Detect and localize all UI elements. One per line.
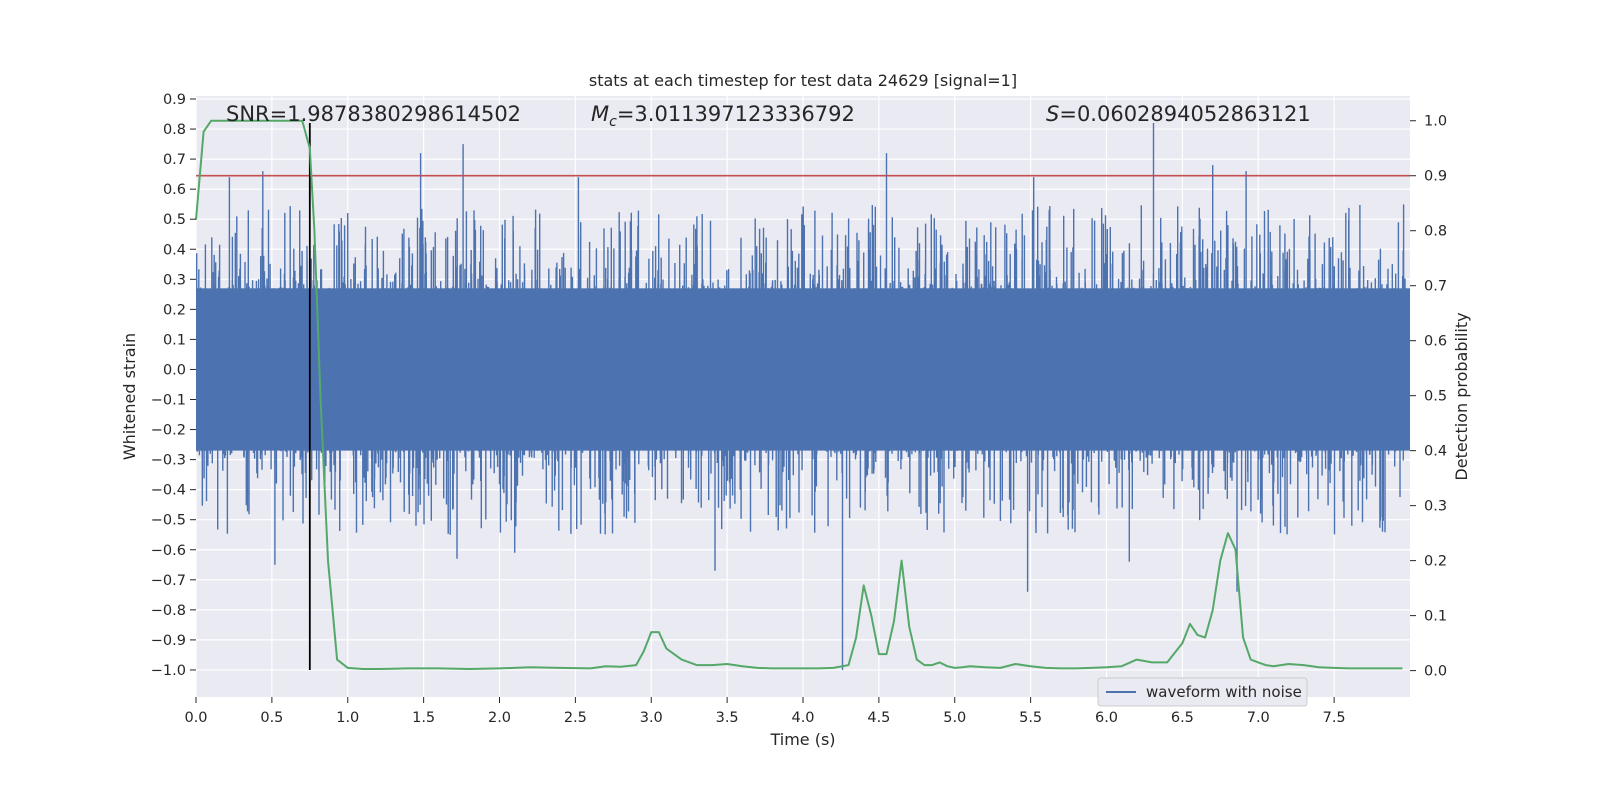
y-left-tick-label-17: −0.8 — [151, 603, 186, 619]
x-axis-label: Time (s) — [769, 730, 835, 749]
y-left-tick-label-9: 0.0 — [163, 362, 186, 378]
waveform-spikes — [196, 123, 1406, 670]
y-right-tick-label-1: 0.9 — [1424, 169, 1447, 185]
y-axis-label-right: Detection probability — [1452, 312, 1471, 480]
y-left-tick-label-1: 0.8 — [163, 122, 186, 138]
x-tick-label-10: 5.0 — [943, 710, 966, 726]
x-tick-label-13: 6.5 — [1171, 710, 1194, 726]
y-left-tick-label-12: −0.3 — [151, 453, 186, 469]
y-right-tick-label-7: 0.3 — [1424, 499, 1447, 515]
y-right-tick-label-6: 0.4 — [1424, 444, 1447, 460]
y-left-tick-label-6: 0.3 — [163, 272, 186, 288]
x-tick-label-5: 2.5 — [564, 710, 587, 726]
y-right-tick-label-10: 0.0 — [1424, 664, 1447, 680]
x-tick-label-0: 0.0 — [184, 710, 207, 726]
y-left-tick-label-5: 0.4 — [163, 242, 186, 258]
y-left-tick-label-11: −0.2 — [151, 423, 186, 439]
chart-title: stats at each timestep for test data 246… — [589, 71, 1017, 90]
y-right-tick-label-3: 0.7 — [1424, 279, 1447, 295]
y-left-tick-label-7: 0.2 — [163, 302, 186, 318]
y-right-tick-label-0: 1.0 — [1424, 114, 1447, 130]
s-symbol: S — [1046, 102, 1059, 126]
x-tick-label-2: 1.0 — [336, 710, 359, 726]
chirp-mass-symbol: M — [591, 102, 609, 126]
s-value: =0.0602894052863121 — [1059, 102, 1310, 126]
axes: 0.0 0.5 1.0 1.5 2.0 2.5 3.0 3.5 4.0 4.5 5.0 5.5 6.0 6… — [151, 92, 1447, 726]
y-left-tick-label-15: −0.6 — [151, 543, 186, 559]
y-left-tick-label-13: −0.4 — [151, 483, 186, 499]
x-tick-label-7: 3.5 — [716, 710, 739, 726]
y-right-tick-label-9: 0.1 — [1424, 609, 1447, 625]
x-tick-label-4: 2.0 — [488, 710, 511, 726]
x-tick-label-14: 7.0 — [1247, 710, 1270, 726]
x-tick-label-1: 0.5 — [260, 710, 283, 726]
y-left-tick-label-2: 0.7 — [163, 152, 186, 168]
s-annotation: S=0.0602894052863121 — [1046, 102, 1311, 126]
y-axis-label-left: Whitened strain — [120, 333, 139, 460]
y-right-tick-label-2: 0.8 — [1424, 224, 1447, 240]
x-tick-label-12: 6.0 — [1095, 710, 1118, 726]
chirp-mass-annotation: Mc=3.011397123336792 — [591, 102, 855, 130]
probability-line — [195, 119, 1403, 670]
x-tick-label-9: 4.5 — [867, 710, 890, 726]
y-right-tick-label-5: 0.5 — [1424, 389, 1447, 405]
legend-box — [1097, 677, 1308, 707]
y-left-tick-label-4: 0.5 — [163, 212, 186, 228]
x-tick-label-3: 1.5 — [412, 710, 435, 726]
y-left-tick-label-8: 0.1 — [163, 332, 186, 348]
y-left-tick-label-0: 0.9 — [163, 92, 186, 108]
y-left-tick-label-14: −0.5 — [151, 513, 186, 529]
y-right-tick-label-4: 0.6 — [1424, 334, 1447, 350]
y-right-tick-label-8: 0.2 — [1424, 554, 1447, 570]
y-left-tick-label-10: −0.1 — [151, 393, 186, 409]
y-left-tick-label-19: −1.0 — [151, 663, 186, 679]
x-tick-label-15: 7.5 — [1323, 710, 1346, 726]
x-tick-label-11: 5.5 — [1019, 710, 1042, 726]
y-left-tick-label-16: −0.7 — [151, 573, 186, 589]
y-left-tick-label-18: −0.9 — [151, 633, 186, 649]
waveform-series — [196, 123, 1410, 670]
y-left-tick-label-3: 0.6 — [163, 182, 186, 198]
chirp-mass-value: =3.011397123336792 — [617, 102, 855, 126]
x-tick-label-8: 4.0 — [791, 710, 814, 726]
legend-label-waveform: waveform with noise — [1146, 683, 1302, 701]
chirp-mass-subscript: c — [609, 114, 617, 130]
legend: waveform with noise — [1097, 677, 1308, 707]
snr-annotation: SNR=1.9878380298614502 — [226, 102, 521, 126]
x-tick-label-6: 3.0 — [640, 710, 663, 726]
overlay-lines — [195, 119, 1410, 670]
